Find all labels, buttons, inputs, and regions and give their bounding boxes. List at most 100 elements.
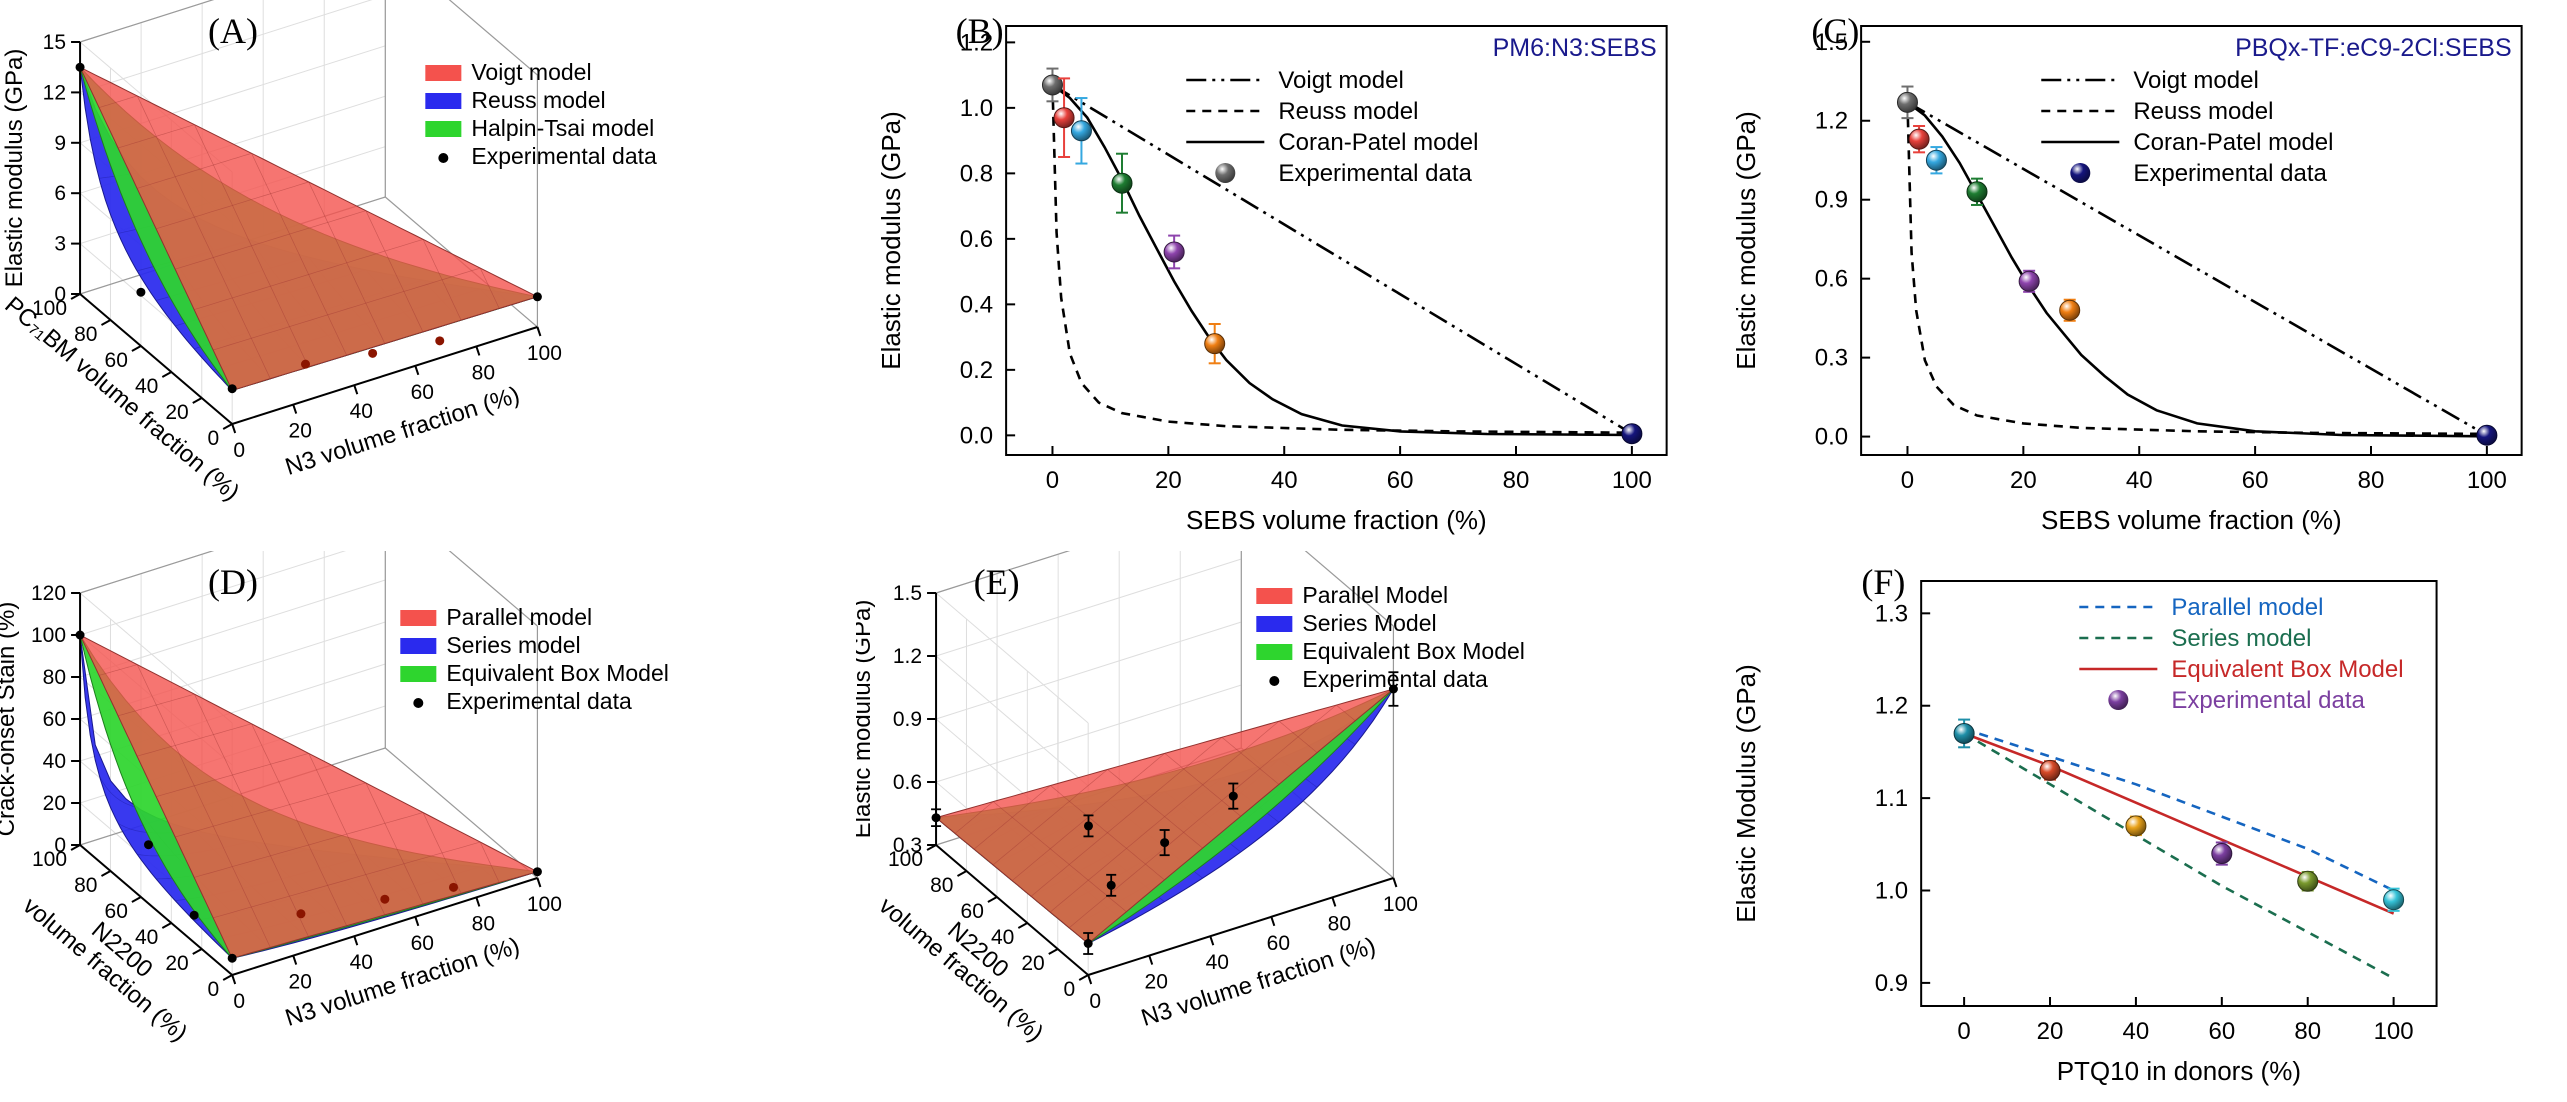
svg-text:1.1: 1.1 <box>1875 785 1908 812</box>
svg-text:1.5: 1.5 <box>892 582 921 605</box>
svg-text:100: 100 <box>2374 1018 2414 1045</box>
axes <box>926 592 1398 985</box>
data-point <box>1228 791 1238 801</box>
panel-D-plot: 020406080100100806040200020406080100120N… <box>0 551 669 1047</box>
data-point <box>2476 424 2498 446</box>
panel-F: (F) 0 20 40 60 80 100 0.9 1.0 1.1 1.2 1.3 PTQ10 in … <box>1711 551 2567 1102</box>
svg-text:1.2: 1.2 <box>892 645 921 668</box>
svg-text:120: 120 <box>31 582 66 605</box>
data-point <box>1041 74 1063 96</box>
svg-text:3: 3 <box>54 233 66 256</box>
svg-text:20: 20 <box>2010 467 2037 494</box>
legend-label: Experimental data <box>471 143 657 169</box>
legend-swatch <box>400 610 437 626</box>
legend-label: Experimental data <box>1302 666 1488 692</box>
svg-text:20: 20 <box>2037 1018 2064 1045</box>
svg-text:100: 100 <box>31 624 66 647</box>
svg-text:80: 80 <box>74 874 97 897</box>
panel-C-plot: 0 20 40 60 80 100 0.0 0.3 0.6 0.9 1.2 1.5 SEBS volum… <box>1731 25 2523 535</box>
series-line <box>1963 732 2395 980</box>
data-point <box>448 882 459 892</box>
series-line <box>1906 101 2488 438</box>
svg-text:80: 80 <box>472 912 495 935</box>
data-point <box>1111 172 1133 194</box>
data-point <box>435 336 445 346</box>
svg-text:100: 100 <box>1383 893 1418 916</box>
legend-label: Equivalent Box Model <box>446 660 669 686</box>
data-point <box>75 630 85 640</box>
axes <box>70 41 542 434</box>
svg-text:1.5: 1.5 <box>1815 29 1848 56</box>
data-point <box>1908 128 1930 150</box>
legend-swatch <box>1255 644 1292 660</box>
svg-text:60: 60 <box>411 932 434 955</box>
svg-text:60: 60 <box>105 900 128 923</box>
svg-text:100: 100 <box>888 848 923 871</box>
svg-text:9: 9 <box>54 132 66 155</box>
panel-D-chart: 020406080100100806040200020406080100120N… <box>0 551 669 1047</box>
svg-text:20: 20 <box>1155 467 1182 494</box>
data-point <box>1966 181 1988 203</box>
panel-E: (E) 0 20 40 60 80 100 100 80 60 40 20 0 0.3 0.6 0.9 1.2… <box>856 551 1712 1102</box>
data-point <box>1388 684 1398 694</box>
data-point <box>2059 299 2081 321</box>
svg-text:1.2: 1.2 <box>1875 693 1908 720</box>
svg-text:0: 0 <box>207 427 219 450</box>
svg-text:40: 40 <box>1205 951 1228 974</box>
legend-label: Experimental data <box>2134 160 2328 187</box>
data-point <box>136 287 146 297</box>
panel-B-label: (B) <box>955 11 1004 51</box>
series-line <box>1963 732 2395 915</box>
z-axis-title: Elastic modulus (GPa) <box>856 600 876 839</box>
data-point <box>931 813 941 823</box>
panel-C: (C) 0 20 40 60 80 100 0.0 0.3 0.6 0.9 1.2 1.5 SEBS v… <box>1711 0 2567 551</box>
series-line <box>1964 727 2395 892</box>
legend-swatch <box>400 666 437 682</box>
svg-text:0: 0 <box>1089 990 1101 1013</box>
panel-A-label: (A) <box>208 11 258 51</box>
svg-text:80: 80 <box>472 361 495 384</box>
z-axis-title: Elastic modulus (GPa) <box>1 49 28 288</box>
data-point <box>1083 939 1093 948</box>
legend-swatch <box>425 93 462 109</box>
svg-text:0: 0 <box>54 834 66 857</box>
panel-C-label: (C) <box>1811 11 1860 51</box>
svg-text:80: 80 <box>1502 467 1529 494</box>
legend-swatch <box>1255 616 1292 632</box>
z-axis-title: Crack-onset Stain (%) <box>0 602 20 837</box>
svg-text:0.6: 0.6 <box>1815 266 1848 293</box>
panel-D-label: (D) <box>208 562 258 602</box>
legend-dot <box>438 153 449 163</box>
data-point <box>75 62 85 72</box>
svg-text:80: 80 <box>2295 1018 2322 1045</box>
svg-text:100: 100 <box>1611 467 1651 494</box>
panel-E-label: (E) <box>973 562 1020 602</box>
surface-linear <box>78 66 539 392</box>
legend-label: Reuss model <box>471 87 605 113</box>
svg-text:40: 40 <box>135 375 158 398</box>
data-point <box>532 292 542 302</box>
x-axis-title: PTQ10 in donors (%) <box>2057 1056 2301 1086</box>
legend-label: Reuss model <box>1278 98 1418 125</box>
data-point <box>1926 149 1948 171</box>
svg-text:1.2: 1.2 <box>1815 108 1848 135</box>
legend-label: Coran-Patel model <box>1278 129 1478 156</box>
x-axis-title: SEBS volume fraction (%) <box>2041 505 2342 535</box>
y-axis-title: Elastic modulus (GPa) <box>1731 111 1761 370</box>
svg-text:0: 0 <box>207 978 219 1001</box>
svg-text:20: 20 <box>43 792 66 815</box>
legend-label: Voigt model <box>1278 67 1403 94</box>
data-point <box>368 348 378 358</box>
svg-text:0.6: 0.6 <box>959 226 992 253</box>
legend-label: Parallel model <box>2172 594 2324 621</box>
svg-text:100: 100 <box>2467 467 2507 494</box>
data-point <box>144 840 154 850</box>
svg-text:0: 0 <box>1045 467 1058 494</box>
svg-text:0.0: 0.0 <box>1815 424 1848 451</box>
surface-mesh <box>98 664 500 948</box>
svg-text:100: 100 <box>32 297 67 320</box>
surface-linear <box>934 688 1394 945</box>
data-point <box>1897 91 1919 113</box>
